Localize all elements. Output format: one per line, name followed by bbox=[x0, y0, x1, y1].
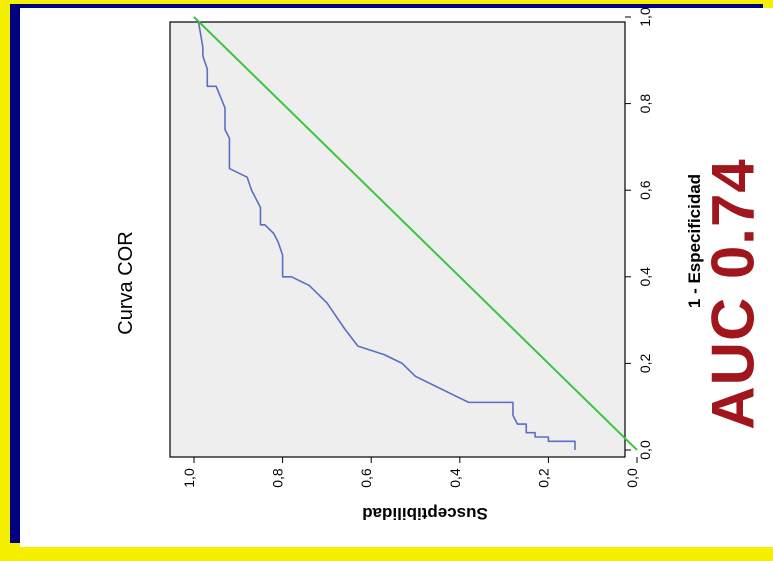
y-tick-label: 1,0 bbox=[181, 468, 197, 488]
x-tick-label: 0,0 bbox=[637, 440, 653, 460]
y-tick-label: 0,6 bbox=[358, 468, 374, 488]
y-axis-label: Susceptibilidad bbox=[362, 504, 488, 523]
x-tick-label: 0,4 bbox=[637, 267, 653, 287]
plot-area bbox=[169, 21, 626, 458]
reference-diagonal bbox=[193, 16, 638, 451]
x-tick-label: 0,6 bbox=[637, 180, 653, 200]
auc-annotation: AUC 0.74 bbox=[699, 158, 767, 430]
y-tick-label: 0,0 bbox=[624, 468, 640, 488]
roc-chart: 0,0 0,2 0,4 0,6 0,8 1,0 0,0 0,2 0,4 0,6 0,8 1,0 Cur… bbox=[115, 8, 704, 523]
x-tick-label: 0,2 bbox=[637, 353, 653, 373]
x-tick-label: 0,8 bbox=[637, 94, 653, 114]
y-tick-label: 0,2 bbox=[535, 468, 551, 488]
x-tick-label: 1,0 bbox=[637, 8, 653, 27]
x-axis-label: 1 - Especificidad bbox=[685, 174, 704, 308]
y-tick-label: 0,8 bbox=[270, 468, 286, 488]
chart-title: Curva COR bbox=[115, 231, 137, 334]
chart-panel: 0,0 0,2 0,4 0,6 0,8 1,0 0,0 0,2 0,4 0,6 0,8 1,0 Cur… bbox=[20, 8, 773, 547]
roc-curve bbox=[193, 16, 576, 450]
y-tick-label: 0,4 bbox=[447, 468, 463, 488]
